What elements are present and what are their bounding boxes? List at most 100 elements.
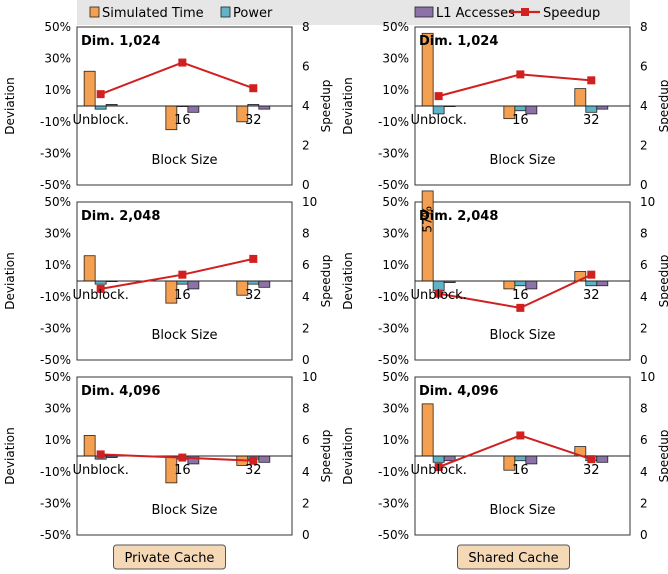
y-tick-label: -50% (378, 353, 409, 367)
speedup-marker (96, 284, 105, 293)
y-tick-label: -10% (378, 115, 409, 129)
y2-tick-label: 4 (640, 99, 648, 113)
y2-tick-label: 10 (302, 195, 317, 209)
y-tick-label: 50% (382, 20, 409, 34)
x-axis-label: Block Size (490, 328, 556, 343)
y-tick-label: 30% (382, 227, 409, 241)
y-tick-label: -50% (378, 528, 409, 542)
x-tick-label: 16 (174, 288, 191, 303)
bar-l1-accesses (443, 455, 456, 462)
panel-title: Dim. 2,048 (81, 209, 160, 224)
y-axis-label: Deviation (341, 252, 355, 309)
y-tick-label: -10% (40, 465, 71, 479)
legend-label-1: Power (233, 6, 273, 21)
y-tick-label: 50% (382, 195, 409, 209)
y2-tick-label: 4 (640, 465, 648, 479)
x-tick-label: Unblock. (72, 113, 128, 128)
x-axis-label: Block Size (490, 153, 556, 168)
y2-tick-label: 4 (640, 290, 648, 304)
y2-axis-label: Speedup (657, 80, 668, 133)
speedup-marker (516, 303, 525, 312)
panel-s3: 50% 30% 10% -10% -30% -50% 10 8 6 4 2 0 Deviation Spe… (341, 370, 668, 542)
chart-panels: 50% 30% 10% -10% -30% -50% 8 6 4 2 0 Deviation Speed… (3, 20, 668, 542)
y2-tick-label: 10 (640, 370, 655, 384)
legend-swatch-0 (89, 6, 100, 18)
y-tick-label: -50% (40, 353, 71, 367)
x-tick-label: 16 (174, 113, 191, 128)
speedup-marker (96, 90, 105, 99)
y-axis-label: Deviation (3, 252, 17, 309)
panel-s1: 50% 30% 10% -10% -30% -50% 8 6 4 2 0 Deviation Speed… (341, 20, 668, 192)
speedup-marker (434, 289, 443, 298)
speedup-marker (249, 456, 258, 465)
bar-simulated-time (421, 403, 434, 457)
y2-tick-label: 2 (302, 321, 310, 335)
y-axis-label: Deviation (3, 77, 17, 134)
y-tick-label: 50% (44, 20, 71, 34)
bar-power (585, 280, 598, 287)
y2-tick-label: 0 (640, 528, 648, 542)
y2-tick-label: 0 (302, 528, 310, 542)
y2-axis-label: Speedup (319, 255, 333, 308)
panel-s2: 50% 30% 10% -10% -30% -50% 10 8 6 4 2 0 Deviation Spe… (341, 190, 668, 367)
y2-tick-label: 8 (302, 402, 310, 416)
panel-title: Dim. 4,096 (419, 384, 498, 399)
x-tick-label: 16 (512, 113, 529, 128)
y-axis-label: Deviation (341, 427, 355, 484)
column-label-1: Shared Cache (468, 551, 558, 566)
speedup-marker (96, 450, 105, 459)
y2-tick-label: 8 (640, 402, 648, 416)
x-axis-label: Block Size (152, 153, 218, 168)
y2-tick-label: 2 (302, 496, 310, 510)
y2-tick-label: 6 (640, 60, 648, 74)
y-tick-label: -10% (40, 115, 71, 129)
panel-p2: 50% 30% 10% -10% -30% -50% 10 8 6 4 2 0 Deviation Spe… (3, 195, 333, 367)
y2-tick-label: 4 (302, 99, 310, 113)
y-tick-label: -10% (378, 290, 409, 304)
y-tick-label: 10% (44, 83, 71, 97)
panel-title: Dim. 1,024 (419, 34, 498, 49)
y2-tick-label: 6 (640, 433, 648, 447)
y-tick-label: 30% (382, 52, 409, 66)
legend-marker-3 (521, 8, 529, 16)
y2-axis-label: Speedup (657, 430, 668, 483)
y-tick-label: 10% (44, 433, 71, 447)
bar-simulated-time (421, 190, 434, 282)
x-tick-label: Unblock. (72, 463, 128, 478)
y2-tick-label: 2 (302, 139, 310, 153)
y-tick-label: 50% (44, 195, 71, 209)
x-tick-label: Unblock. (72, 288, 128, 303)
y-tick-label: 30% (44, 52, 71, 66)
y-tick-label: 30% (44, 227, 71, 241)
y2-tick-label: 0 (640, 353, 648, 367)
bar-l1-accesses (596, 280, 609, 287)
bar-power (432, 455, 445, 463)
bar-l1-accesses (258, 455, 271, 463)
speedup-marker (434, 463, 443, 472)
y-tick-label: -50% (40, 178, 71, 192)
x-tick-label: 32 (245, 113, 262, 128)
y2-tick-label: 4 (302, 290, 310, 304)
column-labels: Private Cache Shared Cache (113, 544, 570, 570)
bar-power (514, 105, 527, 112)
y-tick-label: -30% (40, 321, 71, 335)
y2-tick-label: 10 (640, 195, 655, 209)
x-tick-label: 32 (583, 113, 600, 128)
y2-tick-label: 2 (640, 139, 648, 153)
x-axis-label: Block Size (152, 328, 218, 343)
bar-simulated-time (83, 255, 96, 282)
y2-tick-label: 4 (302, 465, 310, 479)
y2-tick-label: 6 (302, 258, 310, 272)
x-tick-label: 32 (245, 288, 262, 303)
speedup-marker (249, 84, 258, 93)
legend-label-0: Simulated Time (102, 6, 204, 21)
x-tick-label: 16 (512, 463, 529, 478)
x-tick-label: 16 (174, 463, 191, 478)
legend-swatch-2 (414, 6, 434, 18)
y2-tick-label: 8 (302, 20, 310, 34)
legend-swatch-1 (220, 6, 231, 18)
y-tick-label: -10% (378, 465, 409, 479)
legend-label-2: L1 Accesses (436, 6, 515, 21)
bar-l1-accesses (596, 455, 609, 463)
speedup-marker (587, 270, 596, 279)
